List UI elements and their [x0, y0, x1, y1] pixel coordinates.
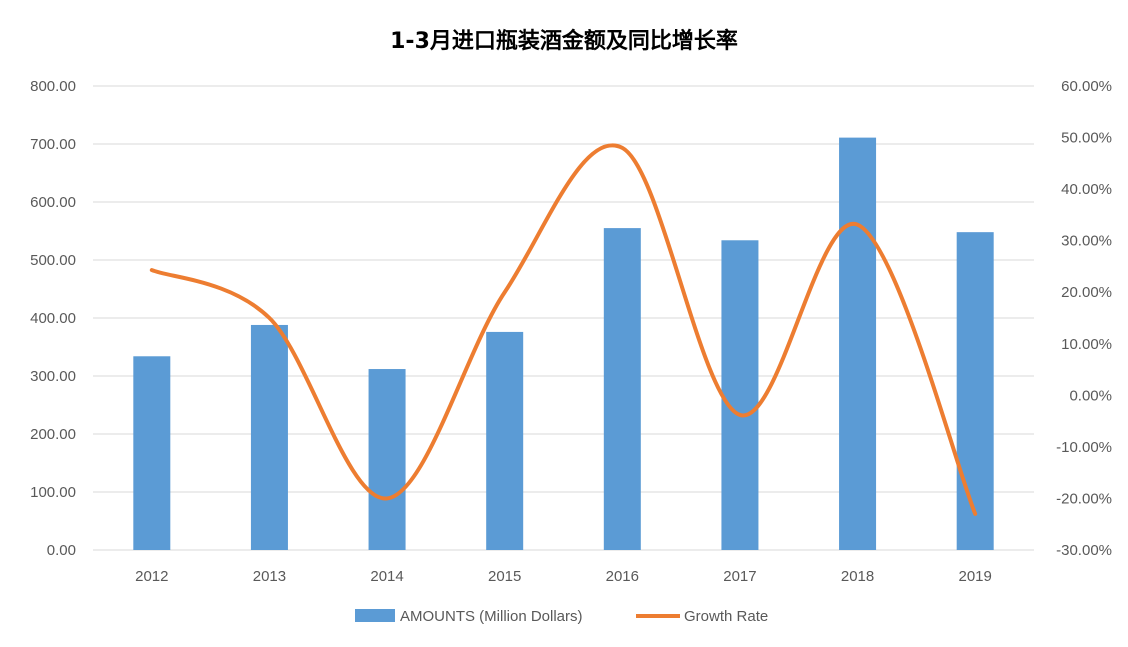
growth-rate-point-2014 — [386, 497, 388, 499]
right-axis: -30.00% -20.00% -10.00% 0.00% 10.00% 20.00% 30… — [1056, 78, 1112, 559]
right-axis-tick-label: -30.00% — [1056, 542, 1112, 559]
left-axis-tick-label: 0.00 — [47, 542, 76, 559]
x-axis: 2012 2013 2014 2015 2016 2017 2018 2019 — [135, 568, 992, 585]
right-axis-tick-label: 60.00% — [1061, 78, 1112, 95]
bar-2018 — [839, 137, 877, 550]
legend: AMOUNTS (Million Dollars) Growth Rate — [355, 608, 768, 625]
bar-2019 — [956, 232, 994, 550]
gridlines — [93, 85, 1034, 551]
right-axis-tick-label: -20.00% — [1056, 490, 1112, 507]
legend-swatch-amounts — [355, 609, 395, 622]
x-axis-tick-label: 2016 — [606, 568, 639, 585]
growth-rate-point-2017 — [739, 414, 741, 416]
growth-rate-point-2019 — [974, 513, 976, 515]
x-axis-tick-label: 2014 — [370, 568, 403, 585]
right-axis-tick-label: 0.00% — [1069, 387, 1112, 404]
right-axis-tick-label: 10.00% — [1061, 336, 1112, 353]
x-axis-tick-label: 2015 — [488, 568, 521, 585]
right-axis-tick-label: 50.00% — [1061, 130, 1112, 147]
growth-rate-point-2018 — [857, 224, 859, 226]
bar-2016 — [603, 228, 641, 550]
right-axis-tick-label: 40.00% — [1061, 181, 1112, 198]
chart-title: 1-3月进口瓶装酒金额及同比增长率 — [390, 28, 738, 54]
legend-label-amounts: AMOUNTS (Million Dollars) — [400, 608, 583, 625]
legend-label-growth-rate: Growth Rate — [684, 608, 768, 625]
x-axis-tick-label: 2013 — [253, 568, 286, 585]
left-axis-tick-label: 200.00 — [30, 426, 76, 443]
bar-2017 — [721, 240, 759, 550]
left-axis-tick-label: 100.00 — [30, 484, 76, 501]
left-axis-tick-label: 800.00 — [30, 78, 76, 95]
growth-rate-point-2016 — [621, 147, 623, 149]
left-axis: 0.00 100.00 200.00 300.00 400.00 500.00 600.00… — [30, 78, 76, 559]
bar-series — [133, 137, 994, 550]
growth-rate-point-2012 — [151, 269, 153, 271]
right-axis-tick-label: 20.00% — [1061, 284, 1112, 301]
left-axis-tick-label: 700.00 — [30, 136, 76, 153]
bar-2015 — [486, 331, 524, 550]
growth-rate-point-2015 — [504, 291, 506, 293]
x-axis-tick-label: 2012 — [135, 568, 168, 585]
growth-rate-point-2013 — [268, 317, 270, 319]
bar-2013 — [250, 324, 288, 550]
left-axis-tick-label: 400.00 — [30, 310, 76, 327]
left-axis-tick-label: 600.00 — [30, 194, 76, 211]
right-axis-tick-label: -10.00% — [1056, 439, 1112, 456]
bar-2012 — [133, 356, 171, 550]
x-axis-tick-label: 2018 — [841, 568, 874, 585]
bar-2014 — [368, 369, 406, 550]
right-axis-tick-label: 30.00% — [1061, 233, 1112, 250]
line-series — [149, 143, 978, 516]
left-axis-tick-label: 500.00 — [30, 252, 76, 269]
x-axis-tick-label: 2017 — [723, 568, 756, 585]
left-axis-tick-label: 300.00 — [30, 368, 76, 385]
x-axis-tick-label: 2019 — [959, 568, 992, 585]
